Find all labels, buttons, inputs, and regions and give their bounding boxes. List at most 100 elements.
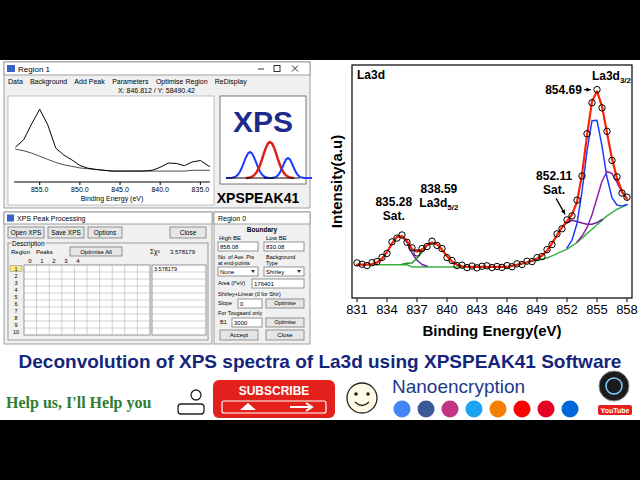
group-title: Description xyxy=(12,240,45,248)
field-value: Shirley xyxy=(266,269,284,275)
data-point xyxy=(584,131,590,137)
chi-value: 3.578179 xyxy=(154,266,177,272)
headline: Deconvolution of XPS spectra of La3d usi… xyxy=(19,351,622,372)
group-title: Boundary xyxy=(247,226,278,234)
region-dialog: Region 0BoundaryHigh BELow BE858.08830.0… xyxy=(214,212,310,344)
social-icon xyxy=(394,401,411,418)
field-value: 830.08 xyxy=(266,244,285,250)
field-label: Low BE xyxy=(266,235,287,241)
annotation-label: Sat. xyxy=(543,183,565,197)
badge-label: YouTube xyxy=(601,407,630,414)
smiley xyxy=(347,383,377,413)
logo-curve xyxy=(264,158,312,178)
window xyxy=(214,212,310,344)
row-number: 9 xyxy=(14,322,17,328)
series-line xyxy=(16,149,210,171)
grid-col xyxy=(61,265,62,335)
maximise-icon xyxy=(274,66,280,72)
menu-item: Add Peak xyxy=(74,78,105,85)
menu-item: Parameters xyxy=(112,78,149,85)
logo-axis xyxy=(226,178,300,179)
field xyxy=(232,318,262,327)
row-number: 4 xyxy=(14,287,17,293)
button xyxy=(8,227,44,238)
annotation-value: 854.69 xyxy=(545,83,582,97)
column-head: 1 xyxy=(40,258,44,264)
data-point xyxy=(404,239,410,245)
group-frame xyxy=(8,243,208,340)
logo-mark: XPS xyxy=(233,105,293,138)
button-label: Optimise xyxy=(274,319,296,325)
data-point xyxy=(449,257,455,263)
minimise-icon xyxy=(258,69,264,70)
field-label: Shirley+Linear (0 for Shir) xyxy=(218,291,281,297)
grid-row xyxy=(152,314,206,315)
menu-item: Optimise Region xyxy=(156,78,208,86)
select xyxy=(218,267,258,276)
button-label: Save XPS xyxy=(51,229,81,236)
window-title: XPS Peak Processing xyxy=(17,215,86,223)
annotation-label: La3d xyxy=(592,69,620,83)
field-value: 3000 xyxy=(234,320,248,326)
field-label: at end-points xyxy=(218,260,250,266)
annotation-label: La3d3/2 xyxy=(592,69,632,85)
row-number: 2 xyxy=(14,273,17,279)
data-point xyxy=(604,128,610,134)
annotation-label: Sat. xyxy=(543,183,565,197)
button xyxy=(266,330,304,340)
x-tick xyxy=(160,182,161,185)
social-icon xyxy=(490,401,507,418)
plot xyxy=(354,86,630,271)
select xyxy=(264,267,304,276)
button xyxy=(220,330,258,340)
annotation-value: 835.28 xyxy=(375,195,412,209)
button-label: Options xyxy=(94,229,117,237)
grid-row xyxy=(152,307,206,308)
grid-col xyxy=(99,265,100,335)
field xyxy=(218,242,258,251)
button-label: Accept xyxy=(230,332,249,338)
field-label: Type xyxy=(266,260,278,266)
field-value: None xyxy=(220,269,235,275)
button-label: Optimise xyxy=(274,300,296,306)
plot-frame xyxy=(352,65,632,298)
data-point xyxy=(594,86,600,92)
row-number: 7 xyxy=(14,308,17,314)
x-tick-label: 852 xyxy=(556,302,578,317)
grid-row xyxy=(152,300,206,301)
field-label: High BE xyxy=(219,235,241,241)
x-tick-label: 849 xyxy=(526,302,548,317)
grid-col xyxy=(124,265,125,335)
field-label: Slope xyxy=(218,300,232,306)
menu-item: Data xyxy=(8,78,23,85)
x-tick-label: 840.0 xyxy=(151,186,169,193)
x-tick-label: 845.0 xyxy=(111,186,129,193)
x-tick-label: 855 xyxy=(586,302,608,317)
grid-row xyxy=(152,293,206,294)
window-title: Region 1 xyxy=(18,65,51,74)
x-axis-title: Binding Energy (eV) xyxy=(81,195,144,203)
row-number: 10 xyxy=(13,329,19,335)
field-label: For Tougaard only xyxy=(218,310,262,316)
thumbnail: Region 1DataBackgroundAdd PeakParameters… xyxy=(0,0,640,480)
mini-plot xyxy=(16,109,210,171)
data-point xyxy=(614,174,620,180)
data-point xyxy=(559,226,565,232)
button-label: Open XPS xyxy=(11,229,42,237)
x-tick-label: 834 xyxy=(376,302,398,317)
region-window: Region 1DataBackgroundAdd PeakParameters… xyxy=(4,62,310,208)
x-tick xyxy=(79,182,80,185)
row-number: 8 xyxy=(14,315,17,321)
social-icon xyxy=(466,401,483,418)
x-tick-label: 858 xyxy=(616,302,638,317)
x-tick-label: 837 xyxy=(406,302,428,317)
window xyxy=(4,62,310,208)
row-number: 6 xyxy=(14,301,17,307)
appeal: Help us, I'll Help you xyxy=(6,394,151,412)
grid xyxy=(24,265,150,335)
logo-box xyxy=(220,96,306,184)
data-point xyxy=(624,194,630,200)
grid-col xyxy=(87,265,88,335)
logo-name: XPSPEAK41 xyxy=(217,190,300,206)
processing-window: XPS Peak Processing Open XPS Save XPS Optio… xyxy=(4,212,212,344)
